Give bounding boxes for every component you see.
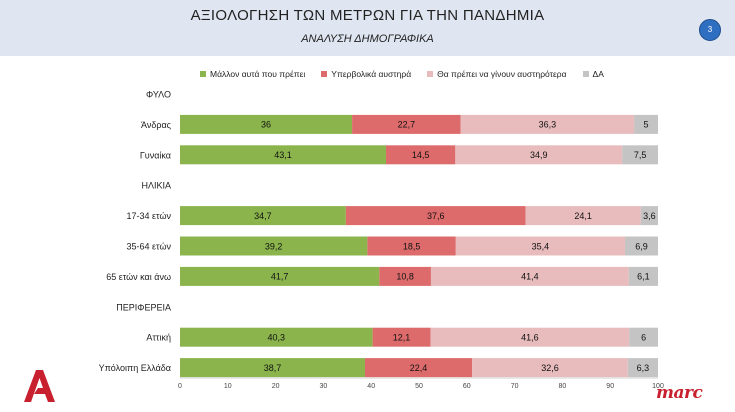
x-tick-label: 80	[559, 383, 567, 390]
bar-segment	[379, 266, 431, 286]
data-label: 5	[644, 120, 649, 130]
bar-segment	[455, 236, 626, 256]
bar-segment	[525, 206, 641, 226]
marc-logo: marc	[656, 383, 703, 403]
legend-label: ΔΑ	[592, 69, 604, 79]
group-header-label: ΗΛΙΚΙΑ	[141, 181, 171, 191]
data-label: 35,4	[532, 241, 550, 251]
bar-segment	[627, 358, 658, 378]
page-title: ΑΞΙΟΛΟΓΗΣΗ ΤΩΝ ΜΕΤΡΩΝ ΓΙΑ ΤΗΝ ΠΑΝΔΗΜΙΑ	[190, 7, 545, 24]
x-tick-label: 100	[652, 383, 664, 390]
data-label: 10,8	[396, 272, 414, 282]
alpha-logo-icon	[24, 370, 55, 402]
bar-segment	[367, 236, 456, 256]
data-label: 22,4	[410, 363, 428, 373]
legend-swatch	[582, 71, 589, 77]
data-label: 37,6	[427, 211, 445, 221]
x-tick-label: 50	[415, 383, 423, 390]
bar-segment	[472, 358, 628, 378]
data-label: 40,3	[268, 333, 286, 343]
bar-segment	[345, 206, 526, 226]
data-label: 39,2	[265, 241, 283, 251]
x-tick-label: 30	[320, 383, 328, 390]
data-label: 6,1	[637, 272, 650, 282]
legend-item: ΔΑ	[582, 68, 604, 80]
category-label: Γυναίκα	[140, 150, 171, 160]
bar-segment	[455, 145, 623, 165]
data-label: 22,7	[398, 120, 416, 130]
bar-segment	[629, 327, 658, 347]
data-label: 18,5	[403, 241, 421, 251]
bar-segment	[364, 358, 473, 378]
data-label: 36	[261, 120, 271, 130]
page-number-badge: 3	[699, 19, 721, 41]
data-label: 3,6	[643, 211, 656, 221]
bar-segment	[180, 114, 353, 134]
data-label: 24,1	[574, 211, 592, 221]
legend-item: Μάλλον αυτά που πρέπει	[200, 68, 305, 80]
bar-segment	[180, 145, 387, 165]
data-label: 34,7	[254, 211, 272, 221]
bar-segment	[352, 114, 461, 134]
category-label: 17-34 ετών	[127, 211, 172, 221]
data-label: 12,1	[393, 333, 411, 343]
category-label: Υπόλοιπη Ελλάδα	[99, 363, 171, 373]
x-tick-label: 70	[511, 383, 519, 390]
category-label: 35-64 ετών	[127, 242, 172, 252]
bar-segment	[180, 206, 346, 226]
x-tick-label: 10	[224, 383, 232, 390]
data-label: 7,5	[634, 150, 647, 160]
x-tick-label: 0	[178, 383, 182, 390]
category-label: 65 ετών και άνω	[106, 272, 171, 282]
legend-item: Υπερβολικά αυστηρά	[321, 68, 411, 80]
page-subtitle: ΑΝΑΛΥΣΗ ΔΗΜΟΓΡΑΦΙΚΑ	[301, 33, 434, 45]
x-tick-label: 20	[272, 383, 280, 390]
data-label: 41,7	[271, 272, 289, 282]
legend-label: Υπερβολικά αυστηρά	[331, 69, 412, 79]
bar-segment	[180, 358, 365, 378]
data-label: 38,7	[264, 363, 282, 373]
bar-segment	[430, 266, 629, 286]
bar-segment	[628, 266, 658, 286]
bar-segment	[460, 114, 635, 134]
bar-segment	[640, 206, 658, 226]
bar-segment	[430, 327, 630, 347]
bar-segment	[372, 327, 431, 347]
bar-segment	[180, 327, 373, 347]
legend-label: Μάλλον αυτά που πρέπει	[210, 69, 306, 79]
category-label: Άνδρας	[141, 120, 172, 130]
bar-segment	[622, 145, 658, 165]
data-label: 43,1	[274, 150, 292, 160]
category-label: Αττική	[146, 333, 171, 343]
header-banner	[0, 0, 735, 56]
legend-swatch	[321, 71, 328, 77]
legend-item: Θα πρέπει να γίνουν αυστηρότερα	[427, 68, 567, 80]
bar-segment	[625, 236, 658, 256]
group-header-label: ΦΥΛΟ	[146, 90, 171, 100]
chart-legend: Μάλλον αυτά που πρέπει Υπερβολικά αυστηρ…	[200, 68, 604, 80]
legend-swatch	[200, 71, 206, 77]
data-label: 6	[641, 333, 646, 343]
x-tick-label: 60	[463, 383, 471, 390]
x-tick-label: 90	[606, 383, 614, 390]
data-label: 6,3	[637, 363, 650, 373]
data-label: 14,5	[412, 150, 430, 160]
bar-segment	[634, 114, 658, 134]
x-tick-label: 40	[367, 383, 375, 390]
data-label: 32,6	[541, 363, 559, 373]
group-header-label: ΠΕΡΙΦΕΡΕΙΑ	[116, 302, 171, 312]
data-label: 34,9	[530, 150, 548, 160]
data-label: 6,9	[635, 241, 648, 251]
data-label: 41,4	[521, 272, 539, 282]
bar-segment	[180, 266, 380, 286]
bar-segment	[386, 145, 456, 165]
data-label: 36,3	[539, 120, 557, 130]
data-label: 41,6	[521, 333, 539, 343]
legend-swatch	[427, 71, 434, 77]
bar-segment	[180, 236, 368, 256]
legend-label: Θα πρέπει να γίνουν αυστηρότερα	[437, 69, 567, 79]
